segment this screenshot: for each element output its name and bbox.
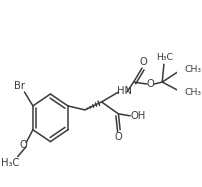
- Text: H₃C: H₃C: [156, 53, 173, 62]
- Text: O: O: [147, 79, 154, 89]
- Text: O: O: [20, 140, 27, 150]
- Text: CH₃: CH₃: [185, 65, 202, 74]
- Text: Br: Br: [14, 81, 25, 91]
- Text: CH₃: CH₃: [185, 88, 202, 96]
- Text: HN: HN: [117, 86, 132, 96]
- Text: OH: OH: [130, 111, 145, 121]
- Text: O: O: [140, 57, 148, 67]
- Text: O: O: [115, 132, 122, 142]
- Text: H₃C: H₃C: [1, 158, 19, 168]
